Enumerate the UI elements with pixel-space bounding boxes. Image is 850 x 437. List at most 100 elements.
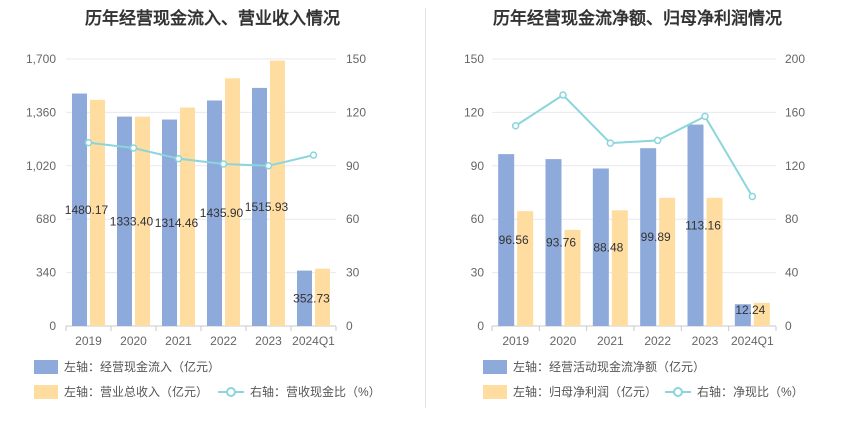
- line-marker-icon: [218, 386, 244, 397]
- bar-series1[interactable]: [117, 116, 132, 327]
- legend-item-net-cash-ratio[interactable]: 右轴：净现比（%）: [665, 383, 804, 400]
- y-left-tick-label: 1,020: [26, 159, 56, 173]
- legend-item-net-cash-flow[interactable]: 左轴：经营活动现金流净额（亿元）: [483, 358, 705, 375]
- y-left-tick-label: 150: [464, 52, 484, 66]
- x-tick-label: 2021: [597, 334, 624, 348]
- bar-series2[interactable]: [659, 197, 676, 326]
- bar-series1[interactable]: [592, 168, 609, 326]
- legend-item-cash-inflow[interactable]: 左轴：经营现金流入（亿元）: [34, 358, 220, 375]
- bar-series1[interactable]: [162, 119, 177, 326]
- bar-series2[interactable]: [517, 211, 534, 326]
- x-tick-label: 2022: [210, 334, 237, 348]
- legend-label: 左轴：经营活动现金流净额（亿元）: [513, 360, 706, 374]
- bar-series2[interactable]: [315, 268, 330, 326]
- cash-inflow-chart: 0 0 340 30 680 60 1,020 90 1,360 120 1,700 150 2019 2…: [26, 52, 366, 348]
- ratio-point[interactable]: [653, 136, 662, 145]
- bar-series1[interactable]: [545, 159, 562, 326]
- net-cash-chart: 0 0 30 40 60 80 90 120 120 160 150 200 2019 2020 2021 2…: [464, 52, 805, 348]
- y-right-tick-label: 120: [346, 105, 366, 119]
- bar-series1[interactable]: [498, 154, 515, 326]
- bar-data-label: 1314.46: [155, 216, 199, 230]
- bar-series2[interactable]: [611, 210, 628, 326]
- ratio-point[interactable]: [84, 138, 93, 147]
- y-right-tick-label: 150: [346, 52, 366, 66]
- x-tick-label: 2021: [165, 334, 192, 348]
- ratio-point[interactable]: [264, 162, 273, 170]
- y-left-tick-label: 60: [471, 212, 485, 226]
- bar-series1[interactable]: [252, 87, 267, 326]
- x-tick-label: 2020: [550, 334, 577, 348]
- legend-label: 左轴：归母净利润（亿元）: [513, 385, 658, 399]
- ratio-point[interactable]: [309, 151, 318, 159]
- bar-series1[interactable]: [207, 100, 222, 326]
- bar-data-label: 12.24: [735, 303, 765, 317]
- y-left-tick-label: 0: [477, 319, 484, 333]
- bar-data-label: 93.76: [546, 236, 576, 250]
- ratio-point[interactable]: [748, 192, 757, 201]
- bar-series1[interactable]: [297, 270, 312, 326]
- bar-data-label: 88.48: [593, 240, 623, 254]
- legend-label: 右轴：营收现金比（%）: [250, 385, 381, 399]
- y-left-tick-label: 30: [471, 266, 485, 280]
- x-tick-label: 2023: [255, 334, 282, 348]
- bar-series1[interactable]: [687, 124, 704, 327]
- x-tick-label: 2020: [120, 334, 147, 348]
- ratio-point[interactable]: [129, 144, 138, 152]
- bar-series1[interactable]: [72, 93, 87, 326]
- ratio-point[interactable]: [701, 112, 709, 121]
- bar-series2[interactable]: [180, 107, 195, 326]
- bar-series2[interactable]: [706, 197, 723, 326]
- ratio-line: [515, 93, 754, 198]
- y-right-tick-label: 60: [346, 212, 360, 226]
- y-left-tick-label: 680: [36, 212, 56, 226]
- y-left-tick-label: 340: [36, 266, 56, 280]
- legend-swatch-bar2: [483, 384, 507, 399]
- y-right-tick-label: 80: [785, 212, 799, 226]
- ratio-point[interactable]: [219, 160, 228, 168]
- y-left-tick-label: 1,700: [26, 52, 56, 66]
- ratio-point[interactable]: [559, 91, 567, 99]
- y-right-tick-label: 0: [785, 319, 792, 333]
- bar-data-label: 1333.40: [110, 214, 154, 228]
- bar-data-label: 352.73: [293, 291, 330, 305]
- bar-series1[interactable]: [734, 304, 751, 326]
- y-right-tick-label: 30: [346, 266, 360, 280]
- y-right-tick-label: 200: [785, 52, 805, 66]
- legend-label: 左轴：营业总收入（亿元）: [64, 385, 209, 399]
- bar-series1[interactable]: [640, 148, 657, 326]
- chart-title: 历年经营现金流净额、归母净利润情况: [493, 9, 782, 28]
- legend-item-revenue-cash-ratio[interactable]: 右轴：营收现金比（%）: [218, 383, 381, 400]
- y-right-tick-label: 90: [346, 159, 360, 173]
- y-left-tick-label: 0: [49, 319, 56, 333]
- ratio-point[interactable]: [511, 122, 520, 130]
- ratio-point[interactable]: [174, 154, 183, 163]
- legend-item-revenue[interactable]: 左轴：营业总收入（亿元）: [34, 383, 208, 400]
- x-tick-label: 2023: [692, 334, 719, 348]
- ratio-point[interactable]: [606, 139, 615, 147]
- line-marker-icon: [665, 386, 691, 397]
- bar-series2[interactable]: [270, 60, 285, 326]
- y-left-tick-label: 90: [471, 159, 485, 173]
- chart-panel-net-cash: 历年经营现金流净额、归母净利润情况 0 0 30 40 60 80 90 120 120 160 1…: [425, 0, 850, 437]
- ratio-line: [88, 141, 314, 167]
- bar-series2[interactable]: [225, 78, 240, 326]
- legend-item-net-profit[interactable]: 左轴：归母净利润（亿元）: [483, 383, 657, 400]
- bar-series2[interactable]: [135, 116, 150, 326]
- y-left-tick-label: 120: [464, 105, 484, 119]
- x-tick-label: 2019: [75, 334, 102, 348]
- bar-data-label: 113.16: [685, 218, 721, 232]
- chart-panel-cash-inflow: 历年经营现金流入、营业收入情况 0 0 340 30 680 60 1,020 90 1,360…: [26, 9, 381, 400]
- chart-title: 历年经营现金流入、营业收入情况: [85, 9, 340, 28]
- legend-label: 左轴：经营现金流入（亿元）: [64, 360, 221, 374]
- legend-swatch-bar1: [34, 359, 58, 374]
- panel-divider: [425, 8, 426, 408]
- y-right-tick-label: 160: [785, 105, 805, 119]
- y-right-tick-label: 40: [785, 266, 799, 280]
- bar-series2[interactable]: [90, 99, 105, 326]
- legend-swatch-bar1: [483, 359, 507, 374]
- bar-data-label: 1515.93: [245, 200, 289, 214]
- bar-data-label: 1435.90: [200, 206, 244, 220]
- bar-series2[interactable]: [753, 302, 770, 326]
- bar-series2[interactable]: [564, 229, 581, 326]
- x-tick-label: 2019: [502, 334, 529, 348]
